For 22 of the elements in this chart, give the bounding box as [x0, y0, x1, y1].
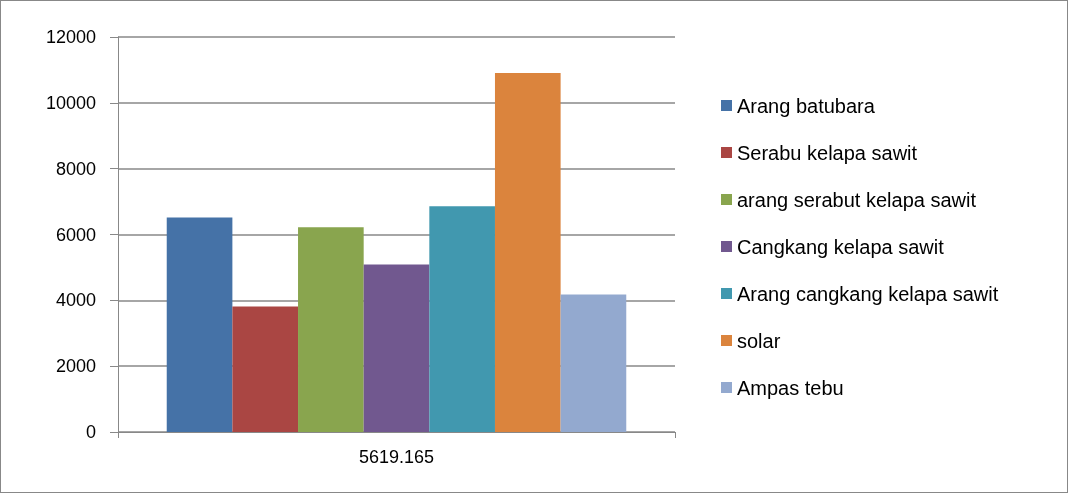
bar — [560, 294, 627, 432]
y-tick-label: 0 — [85, 422, 96, 442]
legend-label: solar — [737, 329, 781, 352]
y-tick-label: 2000 — [55, 356, 96, 377]
legend-label: Cangkang kelapa sawit — [737, 235, 945, 258]
bar — [494, 72, 561, 432]
bar — [232, 306, 299, 432]
bar — [166, 217, 233, 432]
bar — [363, 264, 430, 432]
y-tick-label: 4000 — [55, 290, 96, 311]
y-tick-label: 12000 — [45, 27, 96, 47]
y-tick-label: 8000 — [55, 158, 96, 179]
legend-label: Arang batubara — [737, 94, 876, 117]
bar — [298, 227, 364, 432]
y-tick-label: 6000 — [55, 224, 96, 245]
x-tick-label: 5619.165 — [358, 447, 435, 467]
bar — [429, 206, 495, 432]
legend-label: Serabu kelapa sawit — [737, 141, 918, 164]
y-tick-label: 10000 — [45, 92, 96, 113]
legend-label: Ampas tebu — [737, 376, 844, 399]
legend-label: Arang cangkang kelapa sawit — [737, 282, 999, 305]
legend-label: arang serabut kelapa sawit — [737, 188, 977, 211]
